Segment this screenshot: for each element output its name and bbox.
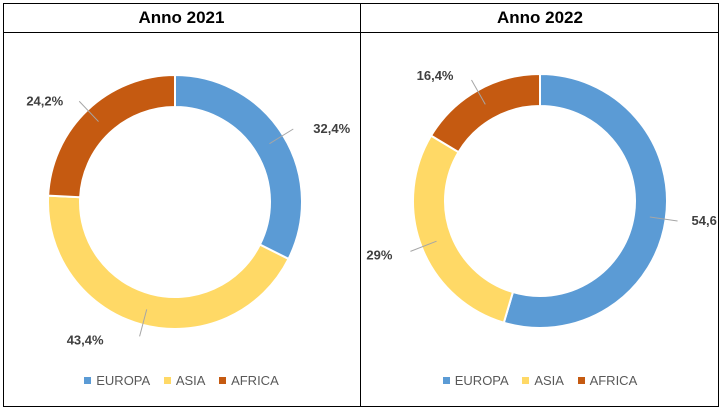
- chart-panel-2022: Anno 2022 54,6 29% 16,4% EUROPA ASIA AFRIC…: [361, 3, 719, 407]
- legend: EUROPA ASIA AFRICA: [361, 373, 719, 388]
- legend-swatch-asia: [163, 377, 171, 384]
- legend-item-africa: AFRICA: [219, 373, 279, 388]
- legend-label: EUROPA: [454, 373, 509, 388]
- doughnut-slice-africa: [47, 73, 176, 199]
- legend-item-europa: EUROPA: [442, 373, 509, 388]
- data-label-europa: 54,6: [692, 213, 717, 228]
- legend: EUROPA ASIA AFRICA: [3, 373, 360, 388]
- doughnut-slice-africa: [429, 72, 541, 154]
- chart-panel-2021: Anno 2021 32,4% 43,4% 24,2% EUROPA ASIA AF…: [3, 3, 361, 407]
- leader-line: [649, 216, 678, 222]
- chart-title: Anno 2022: [361, 3, 719, 33]
- doughnut-slice-europa: [502, 72, 668, 329]
- legend-swatch-europa: [442, 377, 450, 384]
- legend-swatch-asia: [522, 377, 530, 384]
- data-label-asia: 43,4%: [67, 332, 104, 347]
- doughnut-chart-2022: 54,6 29% 16,4%: [366, 68, 717, 329]
- data-label-asia: 29%: [366, 247, 392, 262]
- legend-label: AFRICA: [589, 373, 638, 388]
- leader-line: [139, 309, 148, 337]
- leader-line: [269, 128, 294, 145]
- leader-line: [471, 79, 486, 105]
- legend-label: EUROPA: [96, 373, 151, 388]
- doughnut-chart-2021: 32,4% 43,4% 24,2%: [26, 73, 351, 347]
- legend-label: ASIA: [534, 373, 564, 388]
- legend-item-asia: ASIA: [163, 373, 206, 388]
- legend-item-asia: ASIA: [522, 373, 564, 388]
- legend-label: AFRICA: [231, 373, 279, 388]
- chart-title: Anno 2021: [3, 3, 360, 33]
- legend-item-africa: AFRICA: [577, 373, 638, 388]
- legend-swatch-africa: [219, 377, 227, 384]
- outer-frame: [3, 3, 719, 407]
- leader-line: [78, 100, 99, 122]
- data-label-africa: 16,4%: [417, 68, 454, 83]
- legend-item-europa: EUROPA: [84, 373, 150, 388]
- data-label-africa: 24,2%: [26, 93, 63, 108]
- legend-swatch-europa: [84, 377, 92, 384]
- data-label-europa: 32,4%: [313, 121, 350, 136]
- leader-line: [410, 240, 437, 252]
- legend-label: ASIA: [175, 373, 206, 388]
- legend-swatch-africa: [577, 377, 585, 384]
- doughnut-slice-asia: [47, 194, 290, 331]
